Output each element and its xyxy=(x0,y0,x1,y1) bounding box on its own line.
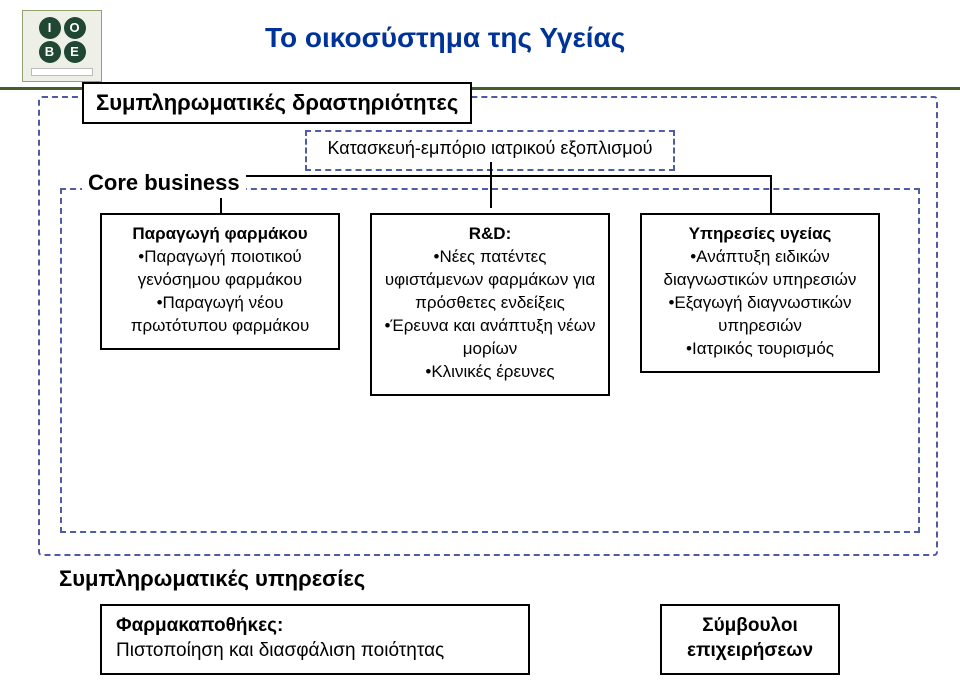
column-line: •Παραγωγή νέου πρωτότυπου φαρμάκου xyxy=(131,293,310,335)
core-business-label: Core business xyxy=(82,168,246,198)
supplementary-activities-label: Συμπληρωματικές δραστηριότητες xyxy=(82,82,472,124)
logo-letter: B xyxy=(39,41,61,63)
column-line: •Νέες πατέντες υφιστάμενων φαρμάκων για … xyxy=(385,247,595,312)
column-line: •Παραγωγή ποιοτικού γενόσημου φαρμάκου xyxy=(138,247,302,289)
column-line: •Εξαγωγή διαγνωστικών υπηρεσιών xyxy=(668,293,851,335)
page-title: Το οικοσύστημα της Υγείας xyxy=(265,22,625,54)
column-line: •Ανάπτυξη ειδικών διαγνωστικών υπηρεσιών xyxy=(664,247,857,289)
logo-bar xyxy=(31,68,93,76)
column-heading: R&D: xyxy=(469,224,512,243)
pharma-line: Πιστοποίηση και διασφάλιση ποιότητας xyxy=(116,640,444,661)
connector-line xyxy=(220,175,770,177)
column-heading: Παραγωγή φαρμάκου xyxy=(132,224,307,243)
logo-letter: I xyxy=(39,17,61,39)
column-rnd: R&D: •Νέες πατέντες υφιστάμενων φαρμάκων… xyxy=(370,213,610,396)
page-root: I O B E Το οικοσύστημα της Υγείας Κατασκ… xyxy=(0,0,960,693)
column-line: •Έρευνα και ανάπτυξη νέων μορίων xyxy=(384,316,595,358)
column-line: •Ιατρικός τουρισμός xyxy=(686,339,834,358)
pharma-heading: Φαρμακαποθήκες: xyxy=(116,615,283,636)
column-heading: Υπηρεσίες υγείας xyxy=(689,224,832,243)
bottom-row: Φαρμακαποθήκες: Πιστοποίηση και διασφάλι… xyxy=(100,604,840,675)
column-drug-production: Παραγωγή φαρμάκου •Παραγωγή ποιοτικού γε… xyxy=(100,213,340,350)
advisors-line: Σύμβουλοι xyxy=(702,615,798,636)
connector-line xyxy=(490,162,492,175)
column-line: •Κλινικές έρευνες xyxy=(425,362,554,381)
pharma-warehouses-box: Φαρμακαποθήκες: Πιστοποίηση και διασφάλι… xyxy=(100,604,530,675)
logo: I O B E xyxy=(22,10,102,82)
logo-letter: E xyxy=(64,41,86,63)
advisors-box: Σύμβουλοι επιχειρήσεων xyxy=(660,604,840,675)
advisors-line: επιχειρήσεων xyxy=(687,640,813,661)
column-health-services: Υπηρεσίες υγείας •Ανάπτυξη ειδικών διαγν… xyxy=(640,213,880,373)
logo-letter: O xyxy=(64,17,86,39)
supplementary-services-label: Συμπληρωματικές υπηρεσίες xyxy=(55,566,369,592)
